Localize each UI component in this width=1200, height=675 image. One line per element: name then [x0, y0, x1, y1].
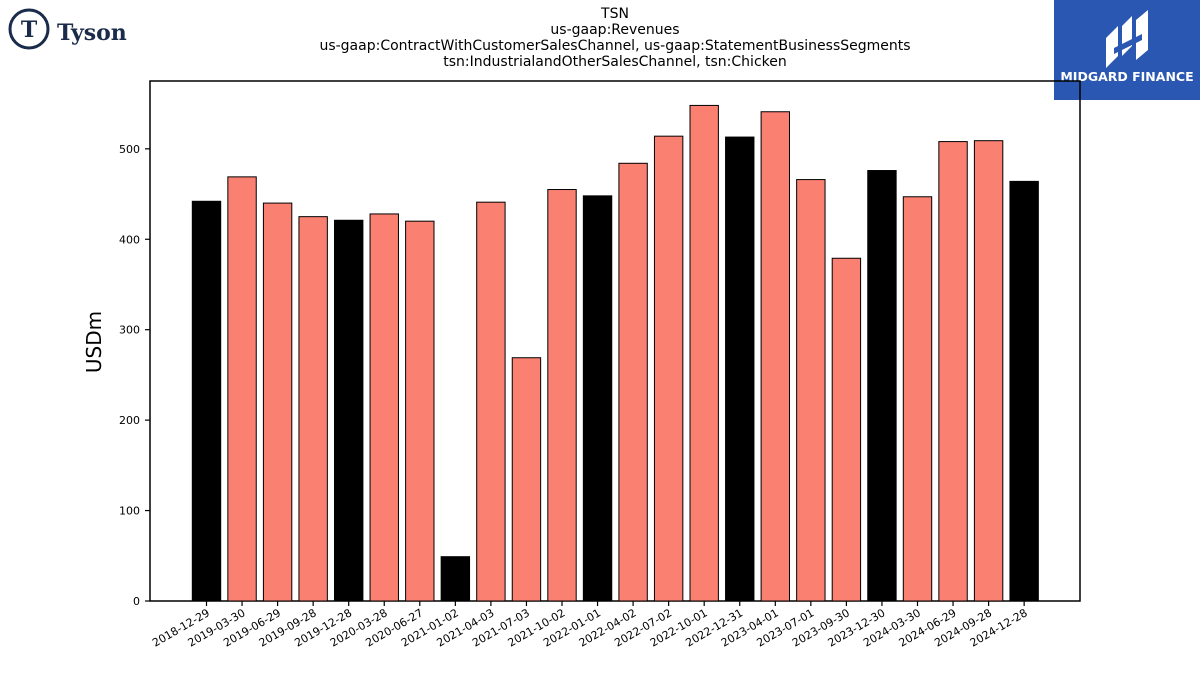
title-line-1: TSN	[601, 6, 629, 22]
bar-2018-12-29	[191, 200, 222, 602]
bar-2021-10-02	[547, 189, 577, 602]
midgard-finance-logo: MIDGARD FINANCE	[1054, 0, 1200, 100]
y-tick-label: 0	[133, 595, 140, 608]
bar-2019-03-30	[227, 176, 257, 602]
bar-2024-09-28	[973, 140, 1004, 602]
bar-2021-07-03	[511, 357, 542, 602]
bar-2022-01-01	[582, 195, 613, 602]
y-tick-label: 100	[119, 505, 140, 518]
bar-2022-12-31	[725, 136, 755, 602]
bar-2019-12-28	[334, 219, 364, 602]
bar-2019-09-28	[298, 216, 328, 602]
y-tick-label: 300	[119, 324, 140, 337]
bar-2021-01-02	[440, 556, 471, 602]
bar-2023-04-01	[760, 111, 790, 602]
plot-frame	[149, 80, 1081, 602]
title-line-3: us-gaap:ContractWithCustomerSalesChannel…	[319, 38, 911, 54]
y-tick-label: 500	[119, 143, 140, 156]
midgard-mark-icon	[1106, 10, 1148, 68]
bar-2024-06-29	[938, 141, 968, 602]
tyson-logo-mark: T Tyson	[8, 8, 127, 50]
midgard-finance-wordmark: MIDGARD FINANCE	[1060, 69, 1194, 84]
title-line-4: tsn:IndustrialandOtherSalesChannel, tsn:…	[443, 54, 787, 70]
bar-2020-03-28	[369, 213, 399, 602]
tyson-wordmark: Tyson	[57, 20, 127, 46]
bar-2022-04-02	[618, 162, 648, 602]
bar-2023-09-30	[831, 257, 862, 602]
tyson-logo: T Tyson	[8, 8, 138, 52]
bar-2023-12-30	[867, 170, 897, 602]
chart-title: TSN us-gaap:Revenues us-gaap:ContractWit…	[0, 6, 1200, 70]
bar-2024-03-30	[902, 196, 933, 602]
bar-2022-07-02	[653, 135, 684, 602]
bar-2023-07-01	[796, 179, 826, 602]
bar-2022-10-01	[689, 104, 719, 602]
y-tick-label: 400	[119, 233, 140, 246]
bar-2024-12-28	[1009, 180, 1039, 602]
y-tick-label: 200	[119, 414, 140, 427]
bar-2021-04-03	[476, 201, 506, 602]
title-line-2: us-gaap:Revenues	[550, 22, 680, 38]
y-axis-label: USDm	[82, 311, 106, 373]
bar-2020-06-27	[405, 220, 435, 602]
bar-2019-06-29	[262, 202, 293, 602]
tyson-mark-letter: T	[21, 17, 38, 43]
